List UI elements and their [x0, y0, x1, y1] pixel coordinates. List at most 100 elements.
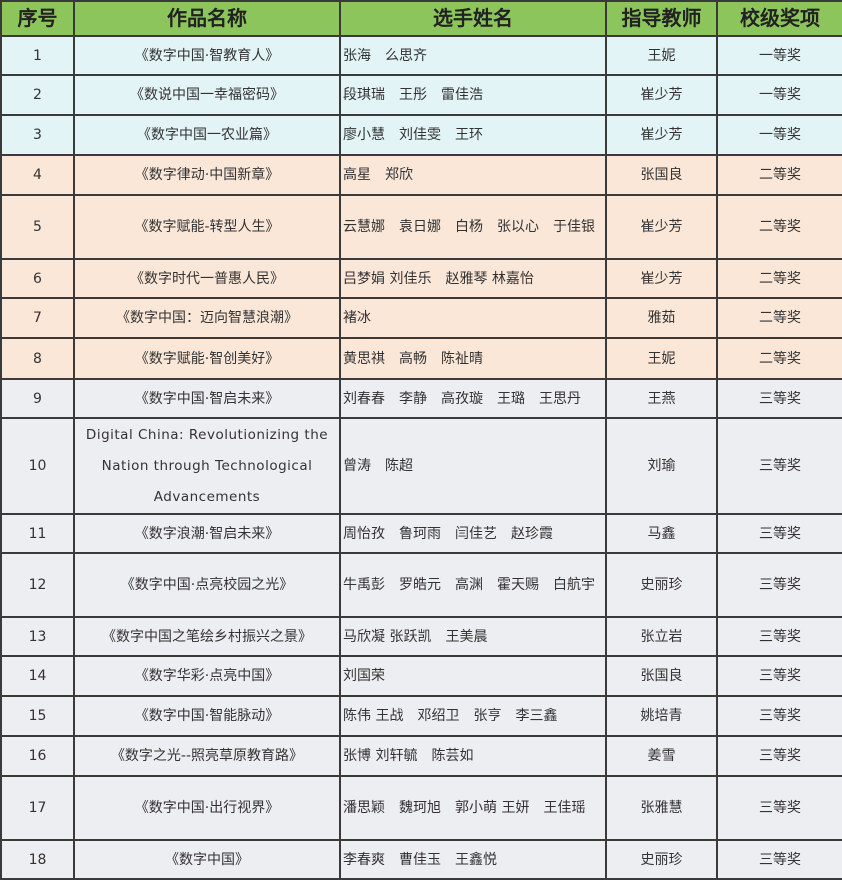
- cell-award: 一等奖: [716, 35, 842, 76]
- table-row: 11 《数字浪潮·智启未来》 周怡孜 鲁珂雨 闫佳艺 赵珍霞 马鑫 三等奖: [0, 513, 842, 554]
- table-row: 18 《数字中国》 李春爽 曹佳玉 王鑫悦 史丽珍 三等奖: [0, 839, 842, 880]
- table-row: 1 《数字中国·智教育人》 张海 么思齐 王妮 一等奖: [0, 35, 842, 76]
- cell-no: 14: [0, 655, 75, 697]
- cell-no: 7: [0, 297, 75, 339]
- cell-teacher: 姚培青: [605, 695, 718, 737]
- cell-no: 6: [0, 258, 75, 299]
- cell-teacher: 刘瑜: [605, 417, 718, 515]
- cell-no: 1: [0, 35, 75, 76]
- table-row: 5 《数字赋能-转型人生》 云慧娜 袁日娜 白杨 张以心 于佳银 崔少芳 二等奖: [0, 194, 842, 260]
- cell-no: 3: [0, 114, 75, 156]
- cell-no: 11: [0, 513, 75, 554]
- cell-no: 13: [0, 616, 75, 657]
- table-row: 6 《数字时代一普惠人民》 吕梦娟 刘佳乐 赵雅琴 林嘉怡 崔少芳 二等奖: [0, 258, 842, 299]
- header-teacher: 指导教师: [605, 0, 718, 37]
- cell-award: 三等奖: [716, 417, 842, 515]
- cell-award: 三等奖: [716, 513, 842, 554]
- cell-students: 高星 郑欣: [339, 154, 607, 196]
- cell-students: 牛禹彭 罗皓元 高渊 霍天赐 白航宇: [339, 552, 607, 618]
- cell-no: 9: [0, 378, 75, 419]
- cell-students: 马欣凝 张跃凯 王美晨: [339, 616, 607, 657]
- cell-work: 《数说中国一幸福密码》: [73, 74, 341, 116]
- cell-teacher: 史丽珍: [605, 839, 718, 880]
- cell-no: 18: [0, 839, 75, 880]
- cell-work: 《数字赋能·智创美好》: [73, 337, 341, 380]
- table-row: 9 《数字中国·智启未来》 刘春春 李静 高孜璇 王璐 王思丹 王燕 三等奖: [0, 378, 842, 419]
- cell-students: 张海 么思齐: [339, 35, 607, 76]
- table-row: 17 《数字中国·出行视界》 潘思颖 魏珂旭 郭小萌 王妍 王佳瑶 张雅慧 三等奖: [0, 775, 842, 841]
- cell-students: 李春爽 曹佳玉 王鑫悦: [339, 839, 607, 880]
- table-row: 10 Digital China: Revolutionizing the Nat…: [0, 417, 842, 515]
- table-row: 8 《数字赋能·智创美好》 黄思祺 高畅 陈祉晴 王妮 二等奖: [0, 337, 842, 380]
- cell-work: 《数字中国·智教育人》: [73, 35, 341, 76]
- table-row: 12 《数字中国·点亮校园之光》 牛禹彭 罗皓元 高渊 霍天赐 白航宇 史丽珍 三等奖: [0, 552, 842, 618]
- cell-teacher: 张国良: [605, 154, 718, 196]
- cell-no: 8: [0, 337, 75, 380]
- cell-award: 二等奖: [716, 297, 842, 339]
- cell-work: 《数字中国之笔绘乡村振兴之景》: [73, 616, 341, 657]
- cell-students: 廖小慧 刘佳雯 王环: [339, 114, 607, 156]
- header-work: 作品名称: [73, 0, 341, 37]
- cell-award: 三等奖: [716, 695, 842, 737]
- cell-work: 《数字中国·智启未来》: [73, 378, 341, 419]
- cell-work: 《数字浪潮·智启未来》: [73, 513, 341, 554]
- cell-no: 16: [0, 735, 75, 777]
- cell-award: 二等奖: [716, 258, 842, 299]
- cell-no: 5: [0, 194, 75, 260]
- cell-work: 《数字赋能-转型人生》: [73, 194, 341, 260]
- cell-award: 三等奖: [716, 378, 842, 419]
- cell-award: 一等奖: [716, 74, 842, 116]
- cell-students: 段琪瑞 王彤 雷佳浩: [339, 74, 607, 116]
- table-row: 16 《数字之光--照亮草原教育路》 张博 刘轩毓 陈芸如 姜雪 三等奖: [0, 735, 842, 777]
- cell-award: 二等奖: [716, 194, 842, 260]
- cell-no: 10: [0, 417, 75, 515]
- cell-work: 《数字之光--照亮草原教育路》: [73, 735, 341, 777]
- cell-teacher: 崔少芳: [605, 74, 718, 116]
- cell-award: 三等奖: [716, 775, 842, 841]
- table-row: 15 《数字中国·智能脉动》 陈伟 王战 邓绍卫 张亨 李三鑫 姚培青 三等奖: [0, 695, 842, 737]
- cell-students: 陈伟 王战 邓绍卫 张亨 李三鑫: [339, 695, 607, 737]
- table-row: 14 《数字华彩·点亮中国》 刘国荣 张国良 三等奖: [0, 655, 842, 697]
- cell-no: 12: [0, 552, 75, 618]
- table-row: 7 《数字中国：迈向智慧浪潮》 褚冰 雅茹 二等奖: [0, 297, 842, 339]
- cell-award: 三等奖: [716, 655, 842, 697]
- cell-teacher: 马鑫: [605, 513, 718, 554]
- cell-work: 《数字中国一农业篇》: [73, 114, 341, 156]
- cell-students: 云慧娜 袁日娜 白杨 张以心 于佳银: [339, 194, 607, 260]
- cell-students: 曾涛 陈超: [339, 417, 607, 515]
- cell-teacher: 崔少芳: [605, 258, 718, 299]
- cell-students: 刘国荣: [339, 655, 607, 697]
- cell-teacher: 王妮: [605, 337, 718, 380]
- cell-students: 吕梦娟 刘佳乐 赵雅琴 林嘉怡: [339, 258, 607, 299]
- cell-teacher: 张立岩: [605, 616, 718, 657]
- cell-work: 《数字律动·中国新章》: [73, 154, 341, 196]
- header-row: 序号 作品名称 选手姓名 指导教师 校级奖项: [0, 0, 842, 37]
- cell-work: 《数字中国·出行视界》: [73, 775, 341, 841]
- cell-work: 《数字中国》: [73, 839, 341, 880]
- cell-teacher: 王妮: [605, 35, 718, 76]
- cell-students: 潘思颖 魏珂旭 郭小萌 王妍 王佳瑶: [339, 775, 607, 841]
- cell-teacher: 崔少芳: [605, 114, 718, 156]
- cell-award: 三等奖: [716, 735, 842, 777]
- cell-work: 《数字中国·点亮校园之光》: [73, 552, 341, 618]
- cell-students: 张博 刘轩毓 陈芸如: [339, 735, 607, 777]
- table-row: 4 《数字律动·中国新章》 高星 郑欣 张国良 二等奖: [0, 154, 842, 196]
- cell-students: 刘春春 李静 高孜璇 王璐 王思丹: [339, 378, 607, 419]
- header-award: 校级奖项: [716, 0, 842, 37]
- header-students: 选手姓名: [339, 0, 607, 37]
- cell-no: 17: [0, 775, 75, 841]
- cell-work: 《数字时代一普惠人民》: [73, 258, 341, 299]
- header-no: 序号: [0, 0, 75, 37]
- cell-no: 4: [0, 154, 75, 196]
- cell-award: 三等奖: [716, 616, 842, 657]
- cell-teacher: 王燕: [605, 378, 718, 419]
- cell-work: 《数字中国·智能脉动》: [73, 695, 341, 737]
- table-row: 2 《数说中国一幸福密码》 段琪瑞 王彤 雷佳浩 崔少芳 一等奖: [0, 74, 842, 116]
- cell-award: 二等奖: [716, 154, 842, 196]
- cell-work: 《数字中国：迈向智慧浪潮》: [73, 297, 341, 339]
- cell-award: 一等奖: [716, 114, 842, 156]
- cell-no: 2: [0, 74, 75, 116]
- cell-work: Digital China: Revolutionizing the Natio…: [73, 417, 341, 515]
- cell-teacher: 张国良: [605, 655, 718, 697]
